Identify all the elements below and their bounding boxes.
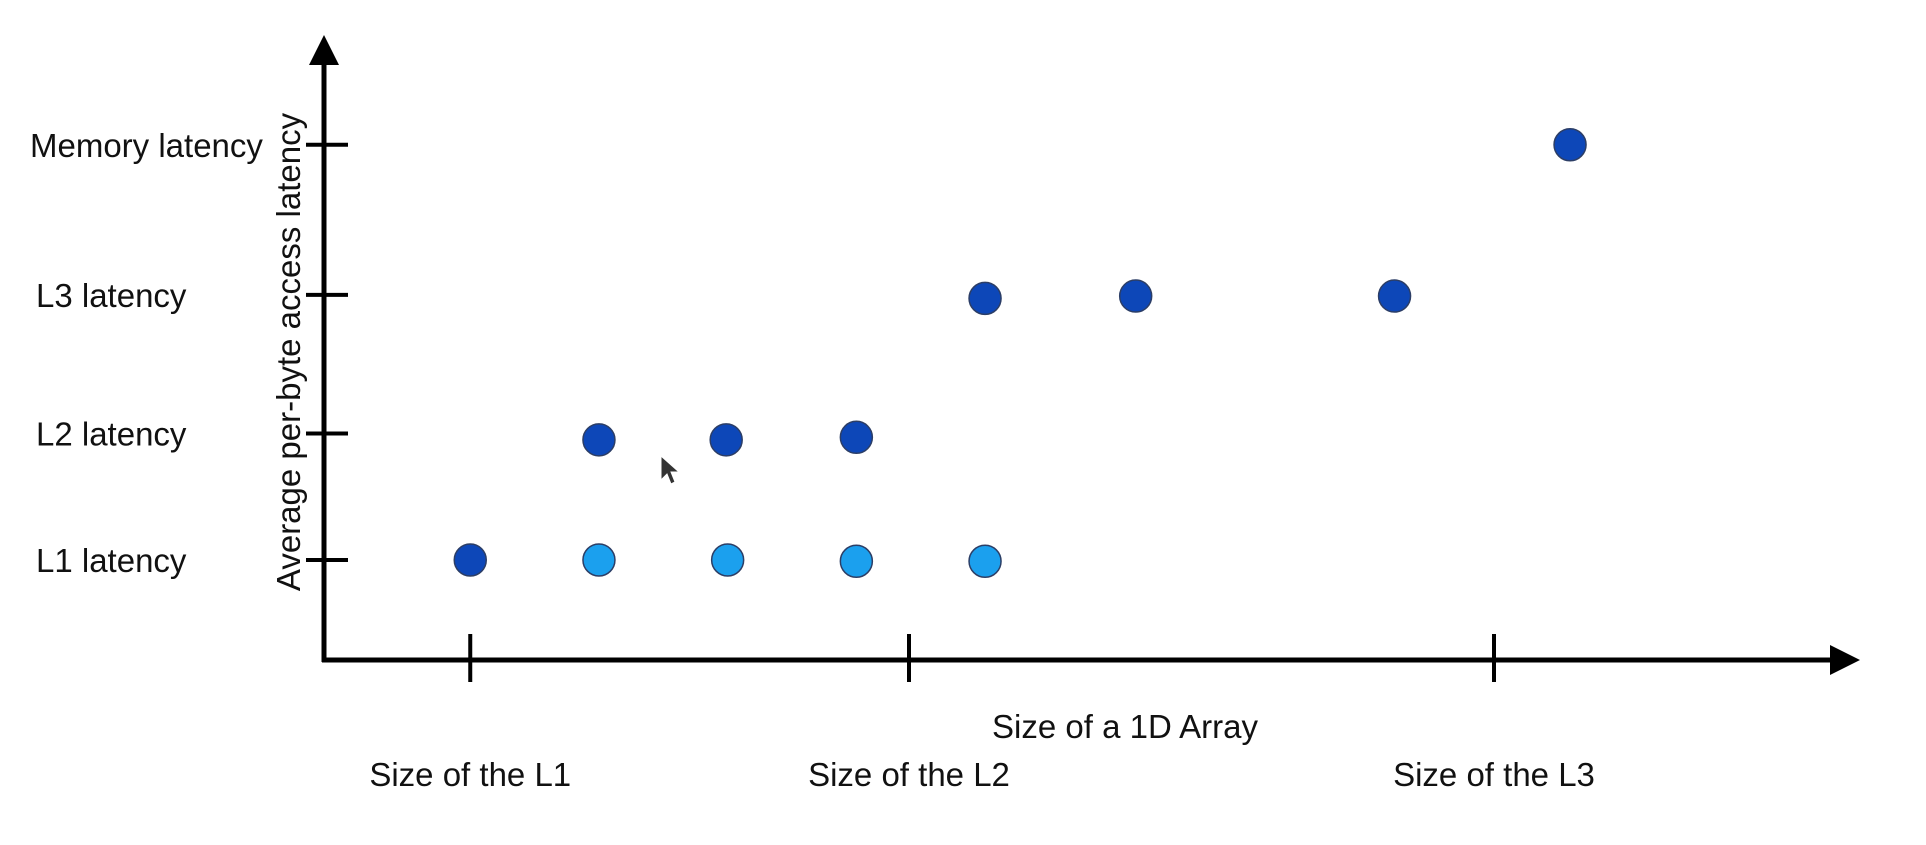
y-tick-label: L1 latency	[36, 542, 187, 579]
y-axis-title: Average per-byte access latency	[270, 112, 307, 591]
data-point	[1553, 128, 1587, 162]
data-points	[453, 128, 1587, 579]
y-tick-label: L2 latency	[36, 416, 187, 453]
x-axis-title: Size of a 1D Array	[992, 708, 1258, 745]
x-ticks: Size of the L1 Size of the L2 Size of the …	[369, 634, 1595, 793]
y-tick-label: L3 latency	[36, 277, 187, 314]
mouse-cursor-icon	[660, 454, 681, 485]
data-point	[839, 544, 874, 579]
data-point	[839, 420, 874, 455]
data-point	[582, 543, 616, 577]
y-ticks: L1 latency L2 latency L3 latency Memory lat…	[30, 127, 348, 579]
x-tick-label: Size of the L3	[1393, 756, 1595, 793]
x-tick-label: Size of the L1	[369, 756, 571, 793]
data-point	[453, 543, 487, 577]
data-point	[582, 423, 616, 457]
data-point	[709, 423, 743, 457]
data-point	[1377, 279, 1412, 313]
data-point	[710, 543, 745, 577]
x-tick-label: Size of the L2	[808, 756, 1010, 793]
data-point	[1118, 279, 1153, 313]
data-point	[968, 544, 1002, 579]
data-point	[968, 281, 1002, 316]
y-tick-label: Memory latency	[30, 127, 263, 164]
